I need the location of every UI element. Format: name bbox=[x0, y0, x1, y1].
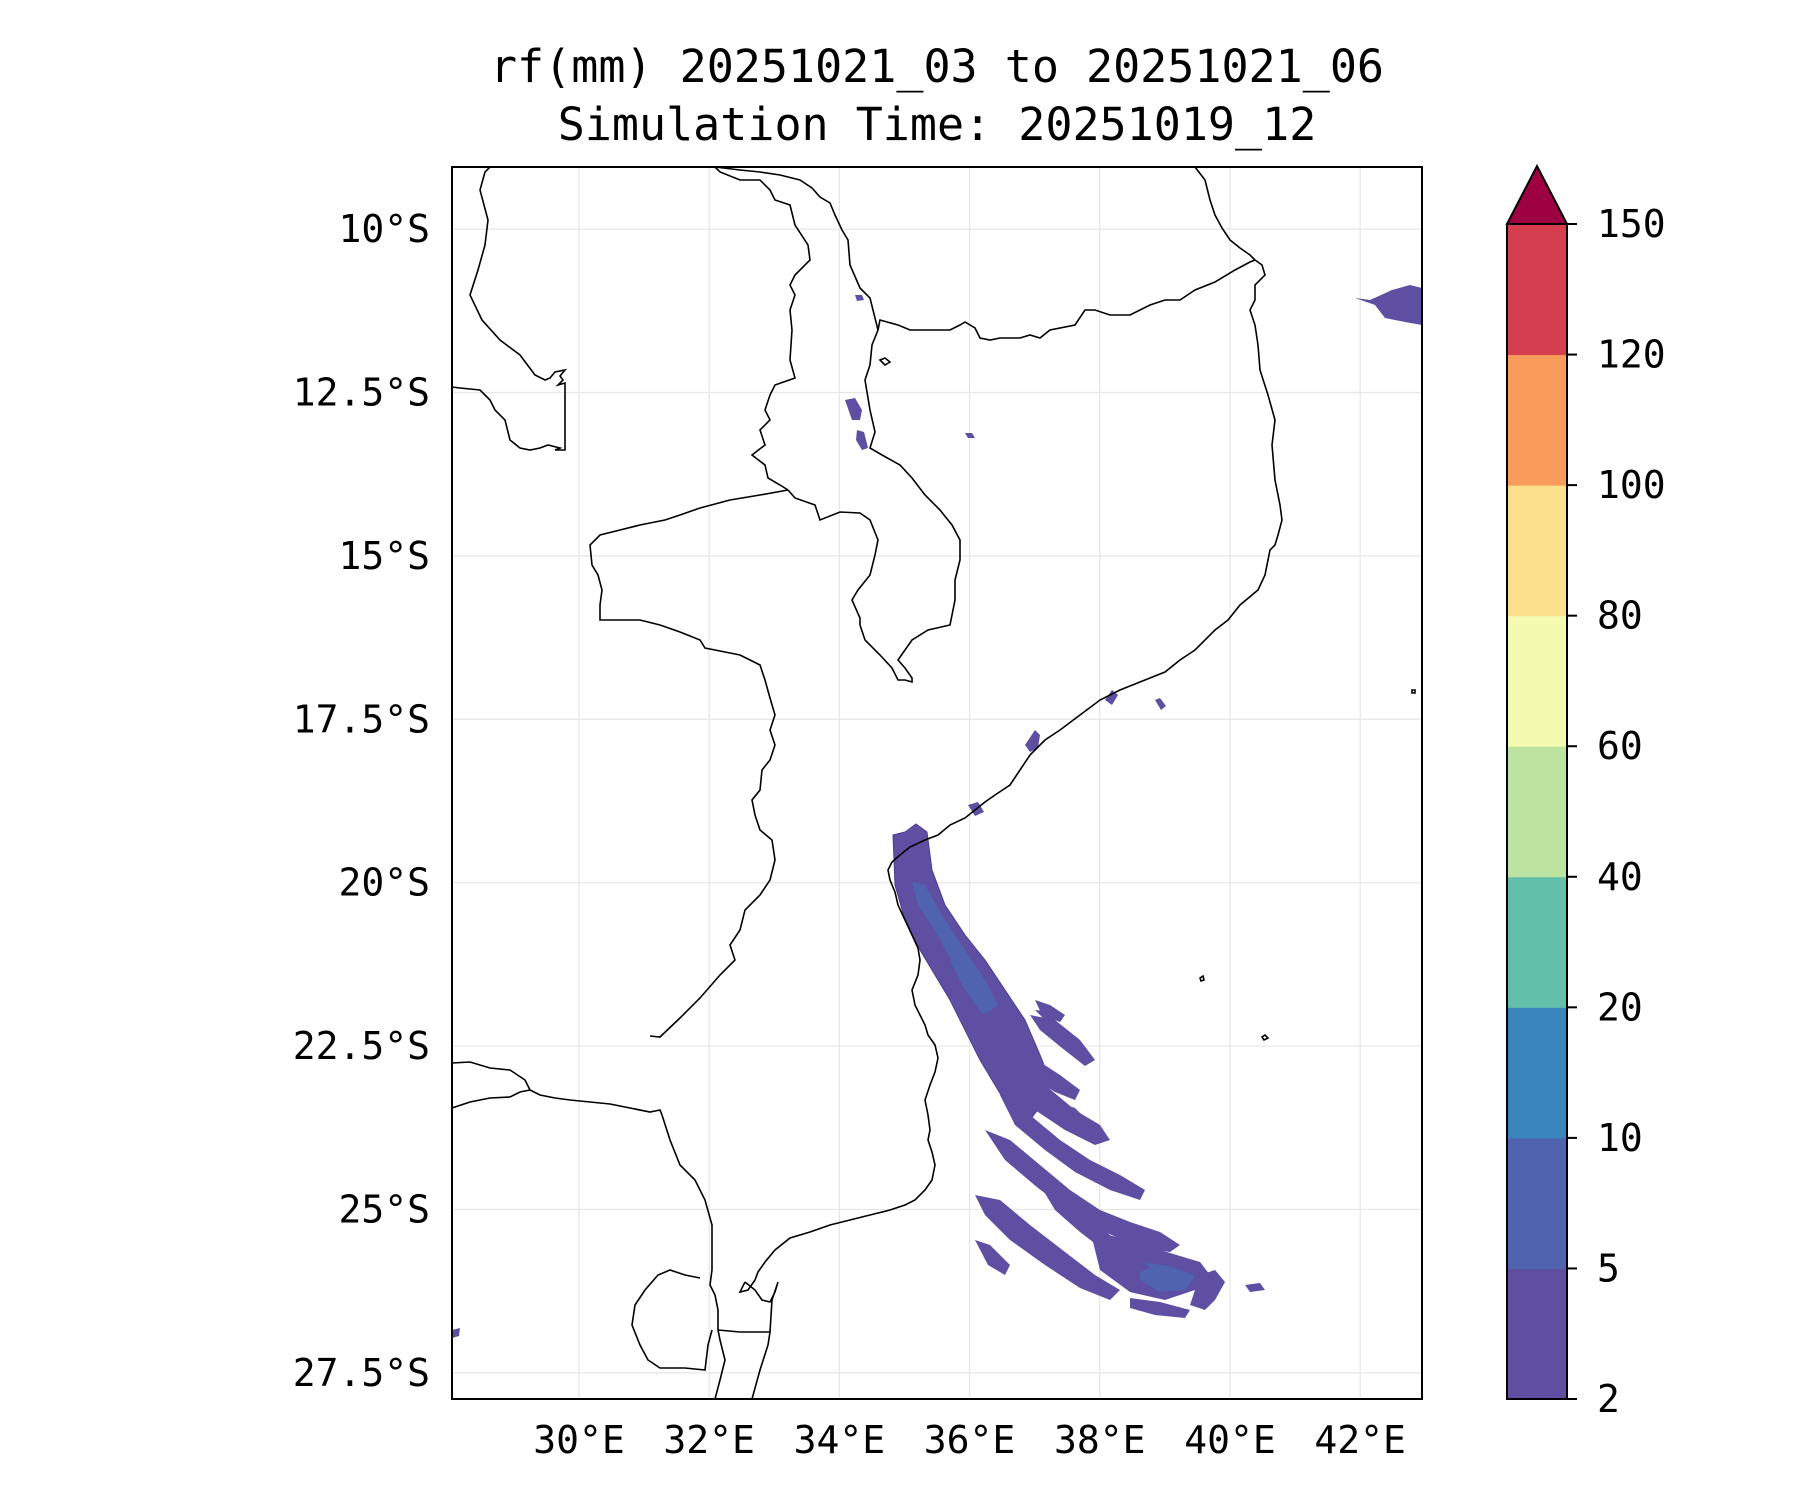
lon-tick-label: 34°E bbox=[794, 1418, 886, 1462]
rain-streak-12 bbox=[1130, 1298, 1190, 1318]
rain-patch-e2 bbox=[1035, 1010, 1062, 1020]
rain-streak-13 bbox=[1030, 1015, 1095, 1066]
colorbar-segment bbox=[1507, 1137, 1567, 1269]
lon-tick-label: 38°E bbox=[1054, 1418, 1146, 1462]
rain-patch-ne bbox=[1355, 285, 1422, 325]
rain-patch-malawi-1 bbox=[845, 398, 862, 420]
longitude-tick-labels: 30°E 32°E 34°E 36°E 38°E 40°E 42°E bbox=[533, 1418, 1406, 1462]
border-malawi-w bbox=[714, 167, 879, 331]
colorbar-segment bbox=[1507, 876, 1567, 1008]
rain-streak-4 bbox=[975, 1195, 1120, 1300]
colorbar-tick-label: 80 bbox=[1597, 594, 1643, 638]
coast-mozambique-south bbox=[738, 861, 939, 1294]
colorbar-segment bbox=[1507, 224, 1567, 356]
rain-patch-malawi-2 bbox=[856, 430, 868, 450]
coast-island-3 bbox=[1199, 974, 1205, 983]
colorbar-segment bbox=[1507, 1007, 1567, 1139]
border-malawi bbox=[787, 259, 1256, 684]
border-zambia-drc bbox=[452, 167, 568, 451]
colorbar-segment bbox=[1507, 615, 1567, 747]
lat-tick-label: 12.5°S bbox=[293, 370, 430, 414]
lat-tick-label: 15°S bbox=[338, 534, 430, 578]
lat-tick-label: 20°S bbox=[338, 861, 430, 905]
lon-tick-label: 40°E bbox=[1184, 1418, 1276, 1462]
colorbar: 2 5 10 20 40 60 80 100 120 150 bbox=[1505, 163, 1666, 1421]
rain-streak-8 bbox=[1020, 1060, 1080, 1100]
lon-tick-label: 32°E bbox=[663, 1418, 755, 1462]
rain-patch-coast-3 bbox=[1155, 698, 1166, 710]
latitude-tick-labels: 10°S 12.5°S 15°S 17.5°S 20°S 22.5°S 25°S 27.5°S bbox=[293, 207, 430, 1395]
lon-tick-label: 36°E bbox=[924, 1418, 1016, 1462]
lat-tick-label: 27.5°S bbox=[293, 1351, 430, 1395]
rain-streak-6 bbox=[1140, 1262, 1195, 1292]
colorbar-extend-arrow bbox=[1505, 163, 1569, 225]
border-tanzania-coast bbox=[891, 259, 1283, 863]
colorbar-tick-label: 20 bbox=[1597, 985, 1643, 1029]
rainfall-field bbox=[452, 285, 1422, 1338]
rain-streak-11 bbox=[1190, 1270, 1225, 1310]
rain-band-core-2 bbox=[950, 960, 992, 1014]
border-moz-sa-east bbox=[717, 1329, 771, 1399]
lon-tick-label: 42°E bbox=[1314, 1418, 1406, 1462]
colorbar-tick-label: 150 bbox=[1597, 202, 1666, 246]
rain-streak-9 bbox=[1050, 1100, 1095, 1132]
colorbar-tick-label: 2 bbox=[1597, 1377, 1620, 1421]
rain-patch-ne-2 bbox=[1412, 288, 1422, 300]
colorbar-tick-label: 100 bbox=[1597, 463, 1666, 507]
border-north-coast bbox=[1194, 167, 1256, 261]
map-frame bbox=[451, 166, 1423, 1400]
colorbar-frame bbox=[1506, 223, 1568, 1400]
rain-patch-coast-2 bbox=[1105, 690, 1118, 705]
colorbar-tick-label: 120 bbox=[1597, 333, 1666, 377]
lat-tick-label: 17.5°S bbox=[293, 697, 430, 741]
coast-island-1 bbox=[1260, 1033, 1270, 1042]
border-eswatini bbox=[631, 1269, 713, 1371]
coast-south-lagoon bbox=[744, 1281, 779, 1333]
colorbar-tick-label: 40 bbox=[1597, 855, 1643, 899]
colorbar-tick-label: 60 bbox=[1597, 724, 1643, 768]
colorbar-segment bbox=[1507, 485, 1567, 617]
border-sa-2 bbox=[452, 1089, 531, 1109]
border-zambia-moz bbox=[589, 489, 789, 1038]
lon-tick-label: 30°E bbox=[533, 1418, 625, 1462]
plot-title-line-2: Simulation Time: 20251019_12 bbox=[557, 98, 1317, 151]
border-drc-top bbox=[714, 167, 811, 491]
colorbar-tick-label: 5 bbox=[1597, 1246, 1620, 1290]
map-gridlines bbox=[452, 167, 1422, 1399]
rain-band-core bbox=[912, 882, 998, 1012]
lat-tick-label: 10°S bbox=[338, 207, 430, 251]
colorbar-segment bbox=[1507, 1268, 1567, 1400]
rain-streak-10 bbox=[975, 1240, 1010, 1275]
rain-streak-3 bbox=[985, 1130, 1180, 1252]
rain-patch-coast-1 bbox=[1025, 730, 1040, 752]
rain-patch-north bbox=[855, 295, 864, 301]
plot-title-line-1: rf(mm) 20251021_03 to 20251021_06 bbox=[489, 40, 1385, 93]
colorbar-segment bbox=[1507, 746, 1567, 878]
lat-tick-label: 25°S bbox=[338, 1187, 430, 1231]
coast-island-2 bbox=[1411, 689, 1416, 694]
rain-patch-e3 bbox=[1245, 1283, 1265, 1292]
colorbar-segment bbox=[1507, 354, 1567, 486]
border-sa-moz bbox=[661, 1114, 726, 1399]
rain-streak-2 bbox=[1000, 1095, 1145, 1200]
country-borders bbox=[452, 167, 1416, 1399]
rain-patch-sw bbox=[452, 1328, 460, 1338]
lat-tick-label: 22.5°S bbox=[293, 1024, 430, 1068]
colorbar-tick-label: 10 bbox=[1597, 1116, 1643, 1160]
rain-patch-east-1 bbox=[965, 433, 975, 438]
border-south-africa bbox=[452, 1061, 663, 1116]
lake-malawi-detail bbox=[878, 357, 892, 367]
rain-streak-7 bbox=[1040, 1185, 1150, 1272]
